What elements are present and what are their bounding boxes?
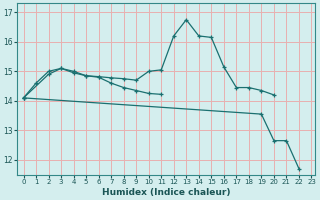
X-axis label: Humidex (Indice chaleur): Humidex (Indice chaleur) — [102, 188, 230, 197]
